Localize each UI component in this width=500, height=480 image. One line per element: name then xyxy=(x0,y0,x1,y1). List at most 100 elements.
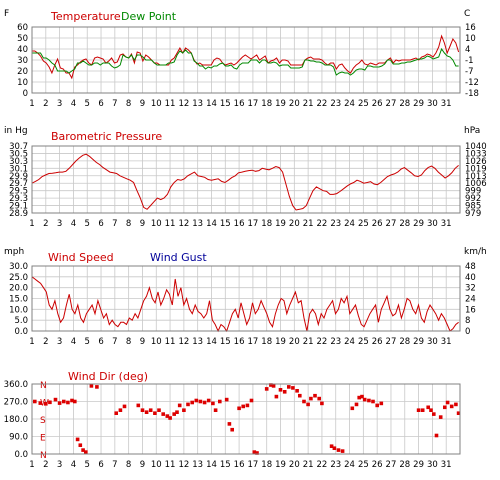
y-tick-label-right: 992 xyxy=(465,194,481,204)
x-tick-label: 26 xyxy=(372,460,383,470)
left-unit-label: F xyxy=(4,9,9,19)
x-tick-label: 31 xyxy=(441,99,452,109)
data-point xyxy=(287,385,291,389)
data-point xyxy=(122,404,127,409)
x-tick-label: 17 xyxy=(247,460,258,470)
data-point xyxy=(165,414,170,418)
y-tick-label-right: 1026 xyxy=(465,157,487,167)
x-tick-label: 29 xyxy=(413,460,424,470)
data-point xyxy=(332,446,337,450)
series-line xyxy=(31,153,459,211)
data-point xyxy=(168,416,172,420)
y-tick-label-right: 1019 xyxy=(465,164,487,174)
x-tick-label: 13 xyxy=(192,99,203,109)
y-tick-label-left: 30.0 xyxy=(9,262,28,272)
y-tick-label-left: 29.5 xyxy=(9,187,28,197)
x-tick-label: 8 xyxy=(126,337,131,347)
y-tick-label-right: 1040 xyxy=(465,142,487,152)
x-tick-label: 17 xyxy=(247,337,258,347)
data-point xyxy=(375,403,379,408)
data-point xyxy=(282,390,287,394)
x-tick-label: 2 xyxy=(43,219,48,229)
data-point xyxy=(118,408,123,412)
data-point xyxy=(213,408,218,412)
x-tick-label: 17 xyxy=(247,99,258,109)
x-tick-label: 7 xyxy=(112,219,117,229)
x-tick-label: 21 xyxy=(303,337,314,347)
x-tick-label: 24 xyxy=(344,99,355,109)
data-point xyxy=(190,400,194,405)
legend-temperature: Temperature xyxy=(50,10,121,23)
data-point xyxy=(264,387,269,391)
x-tick-label: 21 xyxy=(303,99,314,109)
x-tick-label: 28 xyxy=(399,460,410,470)
legend-pressure: Barometric Pressure xyxy=(51,130,162,143)
y-tick-label-right: 48 xyxy=(465,262,476,272)
x-tick-label: 6 xyxy=(98,219,103,229)
y-tick-label-left: 270.0 xyxy=(4,398,28,408)
y-tick-label-right: 1006 xyxy=(465,179,487,189)
x-tick-label: 19 xyxy=(275,460,286,470)
plot-frame xyxy=(31,265,461,332)
x-tick-label: 31 xyxy=(441,337,452,347)
data-point xyxy=(157,408,161,412)
data-point xyxy=(194,398,199,403)
legend-wind-gust: Wind Gust xyxy=(150,251,207,264)
data-point xyxy=(313,393,317,398)
x-tick-label: 16 xyxy=(234,337,245,347)
x-tick-label: 23 xyxy=(330,460,341,470)
x-tick-label: 3 xyxy=(57,219,62,229)
data-point xyxy=(211,401,215,406)
y-tick-label-left: 29.7 xyxy=(9,179,28,189)
y-tick-label-right: 10 xyxy=(465,34,476,44)
x-tick-label: 3 xyxy=(57,99,62,109)
x-tick-label: 26 xyxy=(372,219,383,229)
x-tick-label: 3 xyxy=(57,460,62,470)
x-tick-label: 11 xyxy=(165,99,176,109)
x-tick-label: 12 xyxy=(178,460,189,470)
x-tick-label: 31 xyxy=(441,460,452,470)
x-tick-label: 14 xyxy=(206,337,217,347)
x-tick-label: 28 xyxy=(399,219,410,229)
x-tick-label: 29 xyxy=(413,219,424,229)
y-tick-label-right: 979 xyxy=(465,209,481,219)
x-tick-label: 20 xyxy=(289,460,300,470)
x-tick-label: 27 xyxy=(386,460,397,470)
x-tick-label: 16 xyxy=(234,460,245,470)
data-point xyxy=(89,384,94,388)
y-tick-label-left: 25.0 xyxy=(9,273,28,283)
data-point xyxy=(75,437,80,442)
x-tick-label: 22 xyxy=(317,337,328,347)
data-point xyxy=(241,404,245,409)
data-point xyxy=(317,396,321,401)
x-tick-label: 7 xyxy=(112,99,117,109)
data-point xyxy=(336,448,341,452)
x-tick-label: 18 xyxy=(261,219,272,229)
data-point xyxy=(269,383,273,387)
data-point xyxy=(73,399,77,404)
x-tick-label: 15 xyxy=(220,219,231,229)
x-tick-label: 2 xyxy=(43,99,48,109)
y-tick-label-left: 29.9 xyxy=(9,172,28,182)
data-point xyxy=(140,408,145,412)
data-point xyxy=(202,400,207,405)
x-tick-label: 20 xyxy=(289,99,300,109)
data-point xyxy=(62,399,66,404)
x-tick-label: 8 xyxy=(126,219,131,229)
y-tick-label-left: 29.1 xyxy=(9,202,28,212)
plot-frame xyxy=(31,145,461,214)
x-tick-label: 22 xyxy=(317,219,328,229)
x-tick-label: 4 xyxy=(71,460,76,470)
y-tick-label-left: 10.0 xyxy=(9,305,28,315)
data-point xyxy=(198,399,203,404)
x-tick-label: 27 xyxy=(386,99,397,109)
data-point xyxy=(309,396,313,401)
x-tick-label: 13 xyxy=(192,337,203,347)
right-unit-label: km/h xyxy=(464,247,487,257)
data-point xyxy=(136,403,141,408)
x-tick-label: 11 xyxy=(165,460,176,470)
data-point xyxy=(329,444,334,448)
data-point xyxy=(295,389,299,393)
series-line xyxy=(32,47,459,76)
x-tick-label: 9 xyxy=(140,460,145,470)
